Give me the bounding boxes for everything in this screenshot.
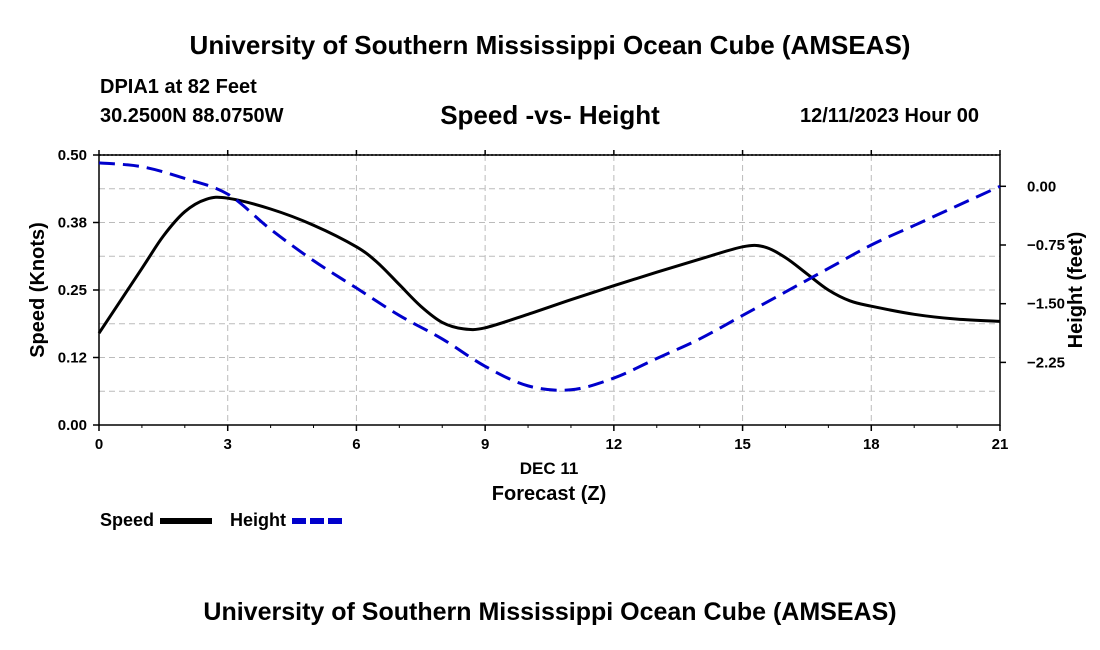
y-tick-label: 0.50 (58, 147, 87, 164)
x-axis-label: Forecast (Z) (492, 483, 606, 505)
x-tick-label: 9 (481, 436, 489, 453)
x-tick-label: 21 (992, 436, 1009, 453)
y2-tick-label: 0.00 (1027, 178, 1056, 195)
legend-height-swatch (292, 518, 342, 524)
grid-lines (99, 155, 1000, 425)
axes: 0 3 6 9 12 15 18 21 0.00 0.12 0.25 0.38 0.50 0.00 −0.7… (58, 147, 1065, 453)
x-tick-label: 3 (224, 436, 232, 453)
x-tick-label: 15 (734, 436, 751, 453)
legend-speed-label: Speed (100, 510, 155, 530)
y-tick-label: 0.25 (58, 282, 87, 299)
x-tick-label: 0 (95, 436, 103, 453)
forecast-date: 12/11/2023 Hour 00 (800, 105, 980, 127)
y-tick-label: 0.12 (58, 350, 87, 367)
x-tick-label: 18 (863, 436, 880, 453)
series-group (97, 161, 1001, 392)
y2-tick-label: −0.75 (1027, 237, 1065, 254)
y2-tick-label: −2.25 (1027, 354, 1065, 371)
station-coordinates: 30.2500N 88.0750W (100, 105, 284, 127)
y2-axis-label: Height (feet) (1065, 232, 1087, 349)
legend-speed-swatch (160, 518, 212, 524)
x-date-label: DEC 11 (520, 459, 579, 478)
y-tick-label: 0.00 (58, 417, 87, 434)
y-axis-label: Speed (Knots) (27, 222, 49, 358)
page-title: University of Southern Mississippi Ocean… (189, 30, 911, 60)
chart-title: Speed -vs- Height (440, 100, 660, 130)
footer-title: University of Southern Mississippi Ocean… (203, 598, 897, 626)
x-tick-label: 6 (352, 436, 360, 453)
speed-series-line (97, 195, 1001, 335)
x-tick-label: 12 (606, 436, 623, 453)
height-series-line (98, 161, 1001, 392)
station-label: DPIA1 at 82 Feet (100, 76, 257, 98)
y-tick-label: 0.38 (58, 215, 87, 232)
speed-height-chart: Speed -vs- Height 0 3 6 9 12 15 18 21 0.00 0.12 0.… (27, 100, 1087, 505)
y2-tick-label: −1.50 (1027, 296, 1065, 313)
legend-height-label: Height (230, 510, 286, 530)
